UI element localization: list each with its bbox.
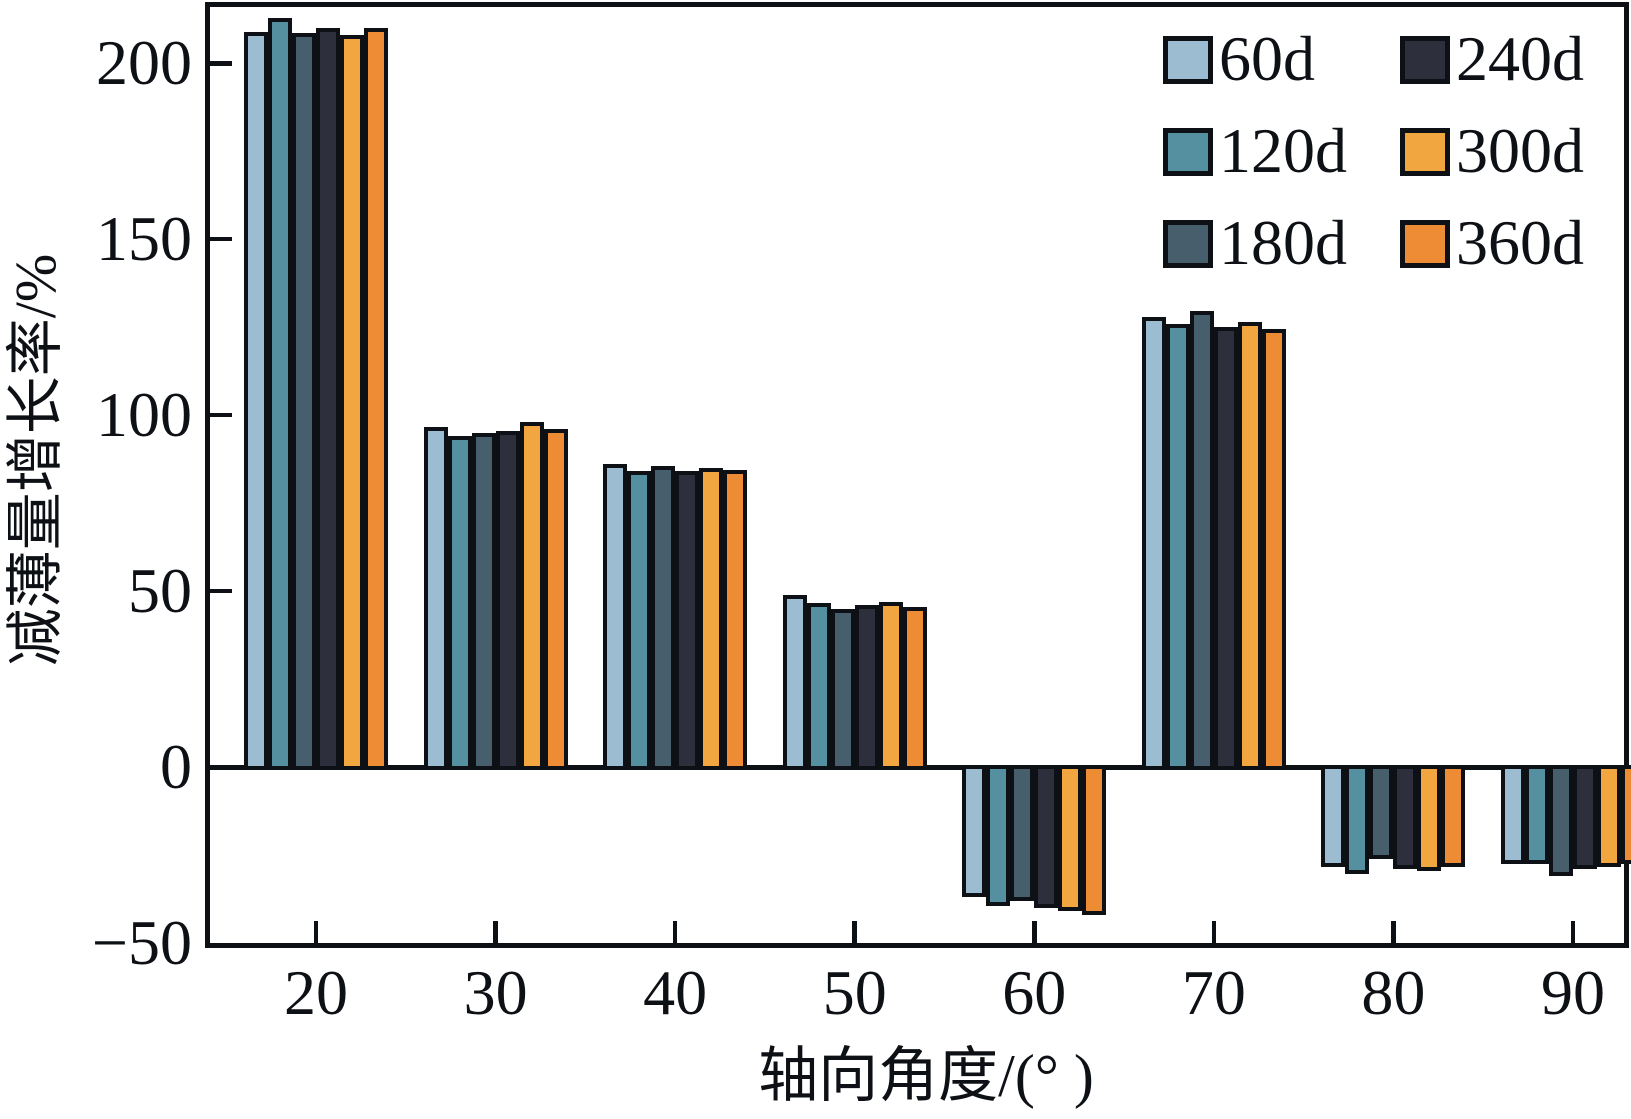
bar-60d-50deg (782, 594, 807, 770)
bar-60d-40deg (603, 464, 628, 770)
bar-360d-50deg (902, 606, 927, 770)
legend-label-120d: 120d (1219, 115, 1347, 186)
legend-label-240d: 240d (1456, 23, 1584, 94)
bar-120d-40deg (627, 471, 652, 770)
y-axis-tick (210, 236, 232, 242)
bar-120d-30deg (447, 436, 472, 770)
x-axis-tick (852, 921, 857, 943)
y-tick-label: 50 (128, 555, 192, 627)
legend-swatch-60d (1163, 36, 1213, 84)
bar-300d-90deg (1596, 764, 1621, 868)
bar-300d-60deg (1058, 764, 1083, 912)
bar-120d-20deg (268, 17, 292, 770)
legend-swatch-180d (1163, 220, 1213, 268)
bar-180d-60deg (1010, 764, 1035, 901)
bar-360d-60deg (1082, 764, 1107, 915)
x-axis-tick (672, 921, 678, 943)
bar-360d-40deg (723, 469, 748, 770)
bar-240d-30deg (495, 431, 520, 770)
x-tick-label: 80 (1361, 957, 1426, 1028)
x-tick-label: 20 (284, 957, 348, 1028)
x-axis-tick (1570, 921, 1576, 943)
legend-label-180d: 180d (1219, 207, 1347, 278)
y-tick-label: 100 (96, 379, 192, 451)
bar-120d-50deg (806, 603, 831, 770)
x-axis-tick (313, 921, 319, 943)
x-tick-label: 70 (1181, 957, 1246, 1028)
bar-360d-30deg (543, 429, 568, 770)
bar-360d-90deg (1620, 764, 1631, 864)
bar-180d-20deg (292, 33, 316, 770)
legend-swatch-360d (1400, 220, 1450, 268)
x-axis-title: 轴向角度/(° ) (758, 1043, 1094, 1109)
bar-60d-90deg (1500, 764, 1525, 864)
bar-120d-70deg (1165, 323, 1190, 770)
bar-180d-50deg (830, 608, 855, 770)
bar-360d-70deg (1261, 328, 1286, 770)
plot-area (205, 2, 1631, 948)
bar-60d-60deg (962, 764, 987, 898)
x-tick-label: 60 (1002, 957, 1067, 1028)
legend-label-60d: 60d (1219, 23, 1315, 94)
x-tick-label: 40 (643, 957, 708, 1028)
bar-240d-70deg (1213, 327, 1238, 770)
x-axis-tick (493, 921, 498, 943)
y-tick-label: 200 (96, 27, 192, 99)
y-tick-label: 0 (160, 731, 192, 803)
bar-240d-40deg (675, 471, 700, 770)
bar-300d-50deg (878, 601, 903, 770)
bar-360d-80deg (1441, 764, 1466, 868)
x-tick-label: 50 (822, 957, 887, 1028)
bar-300d-80deg (1417, 764, 1442, 871)
bar-60d-80deg (1321, 764, 1346, 868)
bar-300d-70deg (1237, 321, 1262, 770)
bar-180d-70deg (1189, 311, 1214, 770)
bar-180d-40deg (651, 466, 676, 770)
x-tick-label: 90 (1540, 957, 1605, 1028)
bar-120d-90deg (1524, 764, 1549, 864)
y-tick-label: 150 (96, 203, 192, 275)
bar-240d-60deg (1034, 764, 1059, 908)
bar-300d-20deg (340, 35, 364, 770)
bar-300d-30deg (519, 422, 544, 770)
bar-360d-20deg (364, 28, 388, 770)
bar-240d-20deg (316, 28, 340, 770)
x-axis-tick (1211, 921, 1217, 943)
bar-240d-50deg (854, 605, 879, 770)
bar-120d-80deg (1345, 764, 1370, 875)
x-tick-label: 30 (463, 957, 528, 1028)
bar-120d-60deg (986, 764, 1011, 907)
bar-180d-30deg (471, 432, 496, 770)
legend-label-300d: 300d (1456, 115, 1584, 186)
bar-240d-90deg (1572, 764, 1597, 870)
bar-180d-90deg (1548, 764, 1573, 877)
legend-swatch-300d (1400, 128, 1450, 176)
y-axis-tick (210, 61, 232, 66)
bar-180d-80deg (1369, 764, 1394, 859)
bar-300d-40deg (699, 467, 724, 770)
legend-swatch-120d (1163, 128, 1213, 176)
x-axis-tick (1032, 921, 1037, 943)
x-axis-tick (1391, 921, 1396, 943)
bar-240d-80deg (1393, 764, 1418, 870)
legend-label-360d: 360d (1456, 207, 1584, 278)
y-tick-label: −50 (91, 907, 192, 978)
y-axis-tick (210, 412, 232, 418)
bar-60d-30deg (423, 427, 448, 770)
y-axis-tick (210, 588, 232, 594)
bar-60d-20deg (244, 31, 268, 770)
bar-60d-70deg (1141, 316, 1166, 770)
legend-swatch-240d (1400, 36, 1450, 84)
